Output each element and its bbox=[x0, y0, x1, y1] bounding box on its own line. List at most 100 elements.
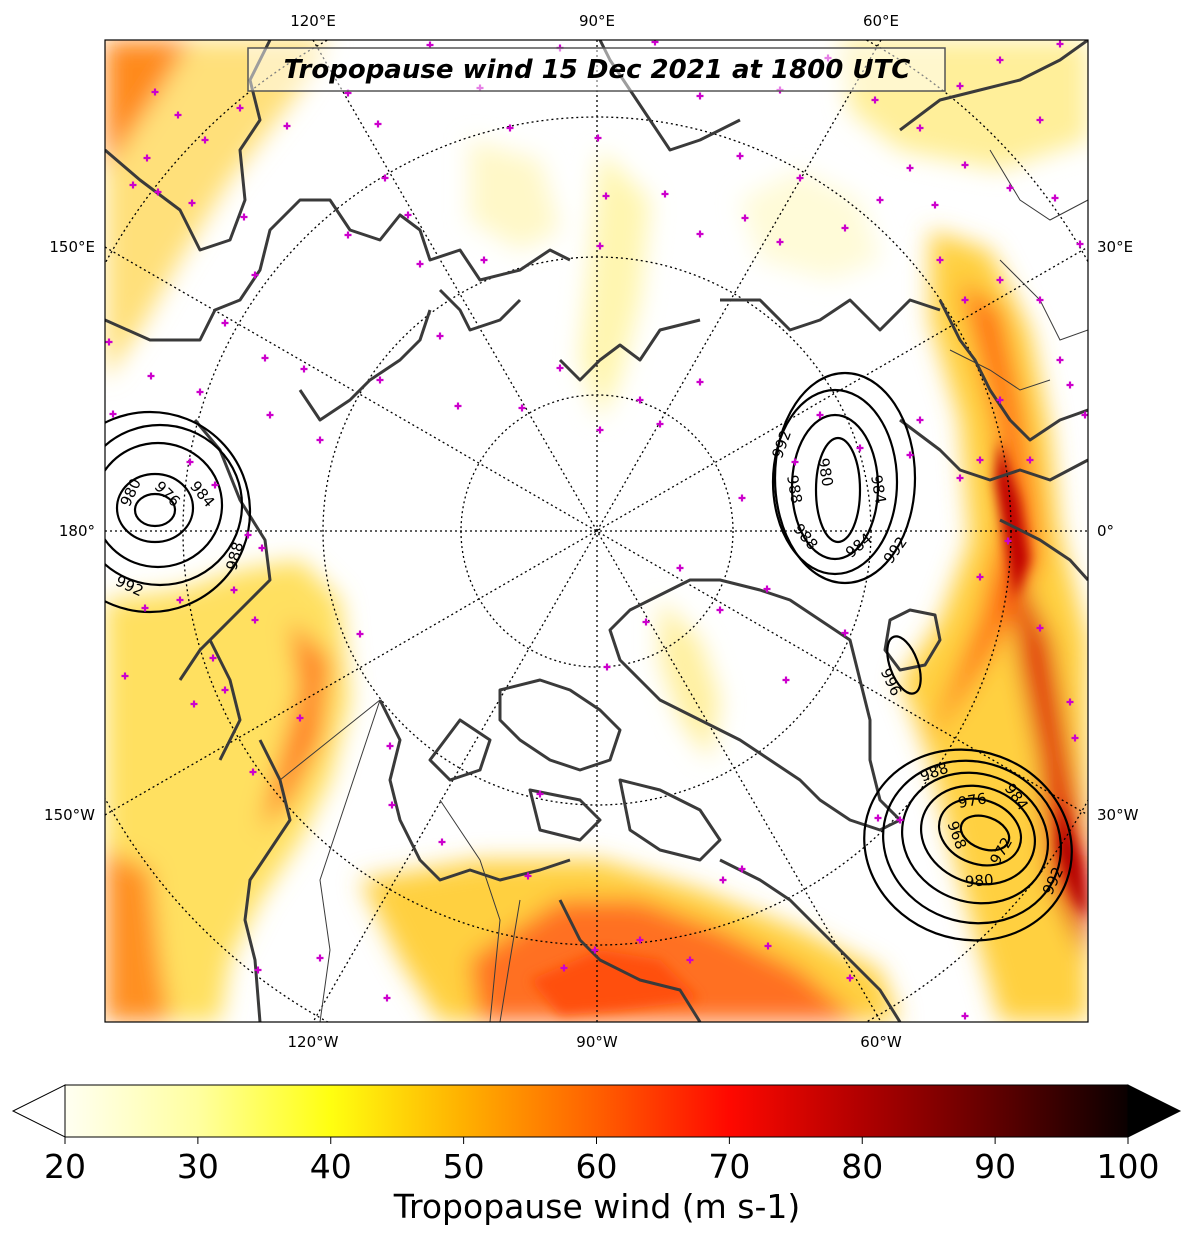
station-marker bbox=[454, 402, 462, 410]
station-marker bbox=[916, 416, 924, 424]
station-marker bbox=[1056, 356, 1064, 364]
station-marker bbox=[190, 700, 198, 708]
station-marker bbox=[251, 616, 259, 624]
colorbar-tick-label: 50 bbox=[443, 1147, 485, 1186]
station-marker bbox=[254, 966, 262, 974]
lon-label-left: 180° bbox=[59, 522, 95, 540]
station-marker bbox=[996, 396, 1004, 404]
station-marker bbox=[105, 338, 113, 346]
station-marker bbox=[841, 224, 849, 232]
station-marker bbox=[636, 396, 644, 404]
colorbar: 20 30 40 50 60 70 80 90 100 Tropopause wind (m s… bbox=[11, 1084, 1182, 1226]
station-marker bbox=[636, 936, 644, 944]
station-marker bbox=[1036, 296, 1044, 304]
station-marker bbox=[736, 152, 744, 160]
station-marker bbox=[591, 946, 599, 954]
station-marker bbox=[1036, 116, 1044, 124]
map-title-box: Tropopause wind 15 Dec 2021 at 1800 UTC bbox=[247, 47, 946, 92]
station-marker bbox=[996, 276, 1004, 284]
station-marker bbox=[961, 161, 969, 169]
station-marker bbox=[524, 872, 532, 880]
station-marker bbox=[536, 790, 544, 798]
station-marker bbox=[240, 213, 248, 221]
station-marker bbox=[388, 801, 396, 809]
low-left bbox=[105, 410, 252, 614]
station-marker bbox=[841, 629, 849, 637]
station-marker bbox=[1071, 734, 1079, 742]
station-marker bbox=[211, 481, 219, 489]
station-marker bbox=[129, 181, 137, 189]
station-marker bbox=[143, 154, 151, 162]
lon-label-left: 150°W bbox=[44, 806, 95, 824]
station-marker bbox=[816, 411, 824, 419]
station-marker bbox=[1051, 194, 1059, 202]
station-marker bbox=[1081, 411, 1088, 419]
contour-label: 980 bbox=[964, 871, 994, 891]
station-marker bbox=[596, 242, 604, 250]
colorbar-tick-label: 40 bbox=[310, 1147, 352, 1186]
station-marker bbox=[438, 838, 446, 846]
station-marker bbox=[356, 630, 364, 638]
lon-label-top: 90°E bbox=[579, 12, 615, 30]
station-marker bbox=[196, 388, 204, 396]
station-marker bbox=[258, 544, 266, 552]
borders bbox=[279, 149, 1088, 1022]
lon-label-bottom: 60°W bbox=[860, 1033, 902, 1051]
station-marker bbox=[796, 174, 804, 182]
station-marker bbox=[776, 238, 784, 246]
lon-label-right: 0° bbox=[1097, 522, 1114, 540]
station-marker bbox=[147, 372, 155, 380]
station-marker bbox=[109, 410, 117, 418]
station-marker bbox=[976, 573, 984, 581]
station-marker bbox=[221, 319, 229, 327]
station-marker bbox=[956, 474, 964, 482]
colorbar-ticks: 20 30 40 50 60 70 80 90 100 bbox=[44, 1137, 1160, 1186]
station-marker bbox=[764, 942, 772, 950]
colorbar-gradient bbox=[64, 1084, 1129, 1138]
lon-label-right: 30°E bbox=[1097, 238, 1133, 256]
station-marker bbox=[956, 82, 964, 90]
station-marker bbox=[506, 124, 514, 132]
station-markers bbox=[105, 40, 1088, 1020]
station-marker bbox=[1076, 240, 1084, 248]
station-marker bbox=[896, 816, 904, 824]
station-marker bbox=[656, 420, 664, 428]
colorbar-extend-low bbox=[11, 1084, 66, 1138]
station-marker bbox=[376, 376, 384, 384]
station-marker bbox=[383, 994, 391, 1002]
station-marker bbox=[716, 606, 724, 614]
colorbar-tick-label: 30 bbox=[177, 1147, 219, 1186]
station-marker bbox=[976, 456, 984, 464]
station-marker bbox=[344, 231, 352, 239]
station-marker bbox=[1004, 537, 1012, 545]
lon-label-left: 150°E bbox=[49, 238, 95, 256]
map-panel: 980 976 984 988 992 992 980 988 984 988 … bbox=[44, 12, 1139, 1051]
station-marker bbox=[931, 201, 939, 209]
pressure-contours bbox=[105, 371, 1073, 942]
colorbar-tick-label: 100 bbox=[1097, 1147, 1160, 1186]
station-marker bbox=[381, 174, 389, 182]
contour-label: 976 bbox=[957, 789, 988, 812]
colorbar-tick-label: 90 bbox=[974, 1147, 1016, 1186]
station-marker bbox=[1026, 456, 1034, 464]
station-marker bbox=[316, 954, 324, 962]
station-marker bbox=[719, 876, 727, 884]
lon-label-top: 60°E bbox=[863, 12, 899, 30]
station-marker bbox=[1036, 624, 1044, 632]
colorbar-tick-label: 80 bbox=[841, 1147, 883, 1186]
station-marker bbox=[696, 92, 704, 100]
station-marker bbox=[221, 686, 229, 694]
station-marker bbox=[251, 271, 259, 279]
station-marker bbox=[151, 88, 159, 96]
station-marker bbox=[556, 364, 564, 372]
station-marker bbox=[763, 585, 771, 593]
station-marker bbox=[436, 332, 444, 340]
station-marker bbox=[602, 192, 610, 200]
station-marker bbox=[791, 458, 799, 466]
station-marker bbox=[916, 124, 924, 132]
station-marker bbox=[230, 586, 238, 594]
station-marker bbox=[906, 451, 914, 459]
station-marker bbox=[261, 354, 269, 362]
station-marker bbox=[121, 672, 129, 680]
